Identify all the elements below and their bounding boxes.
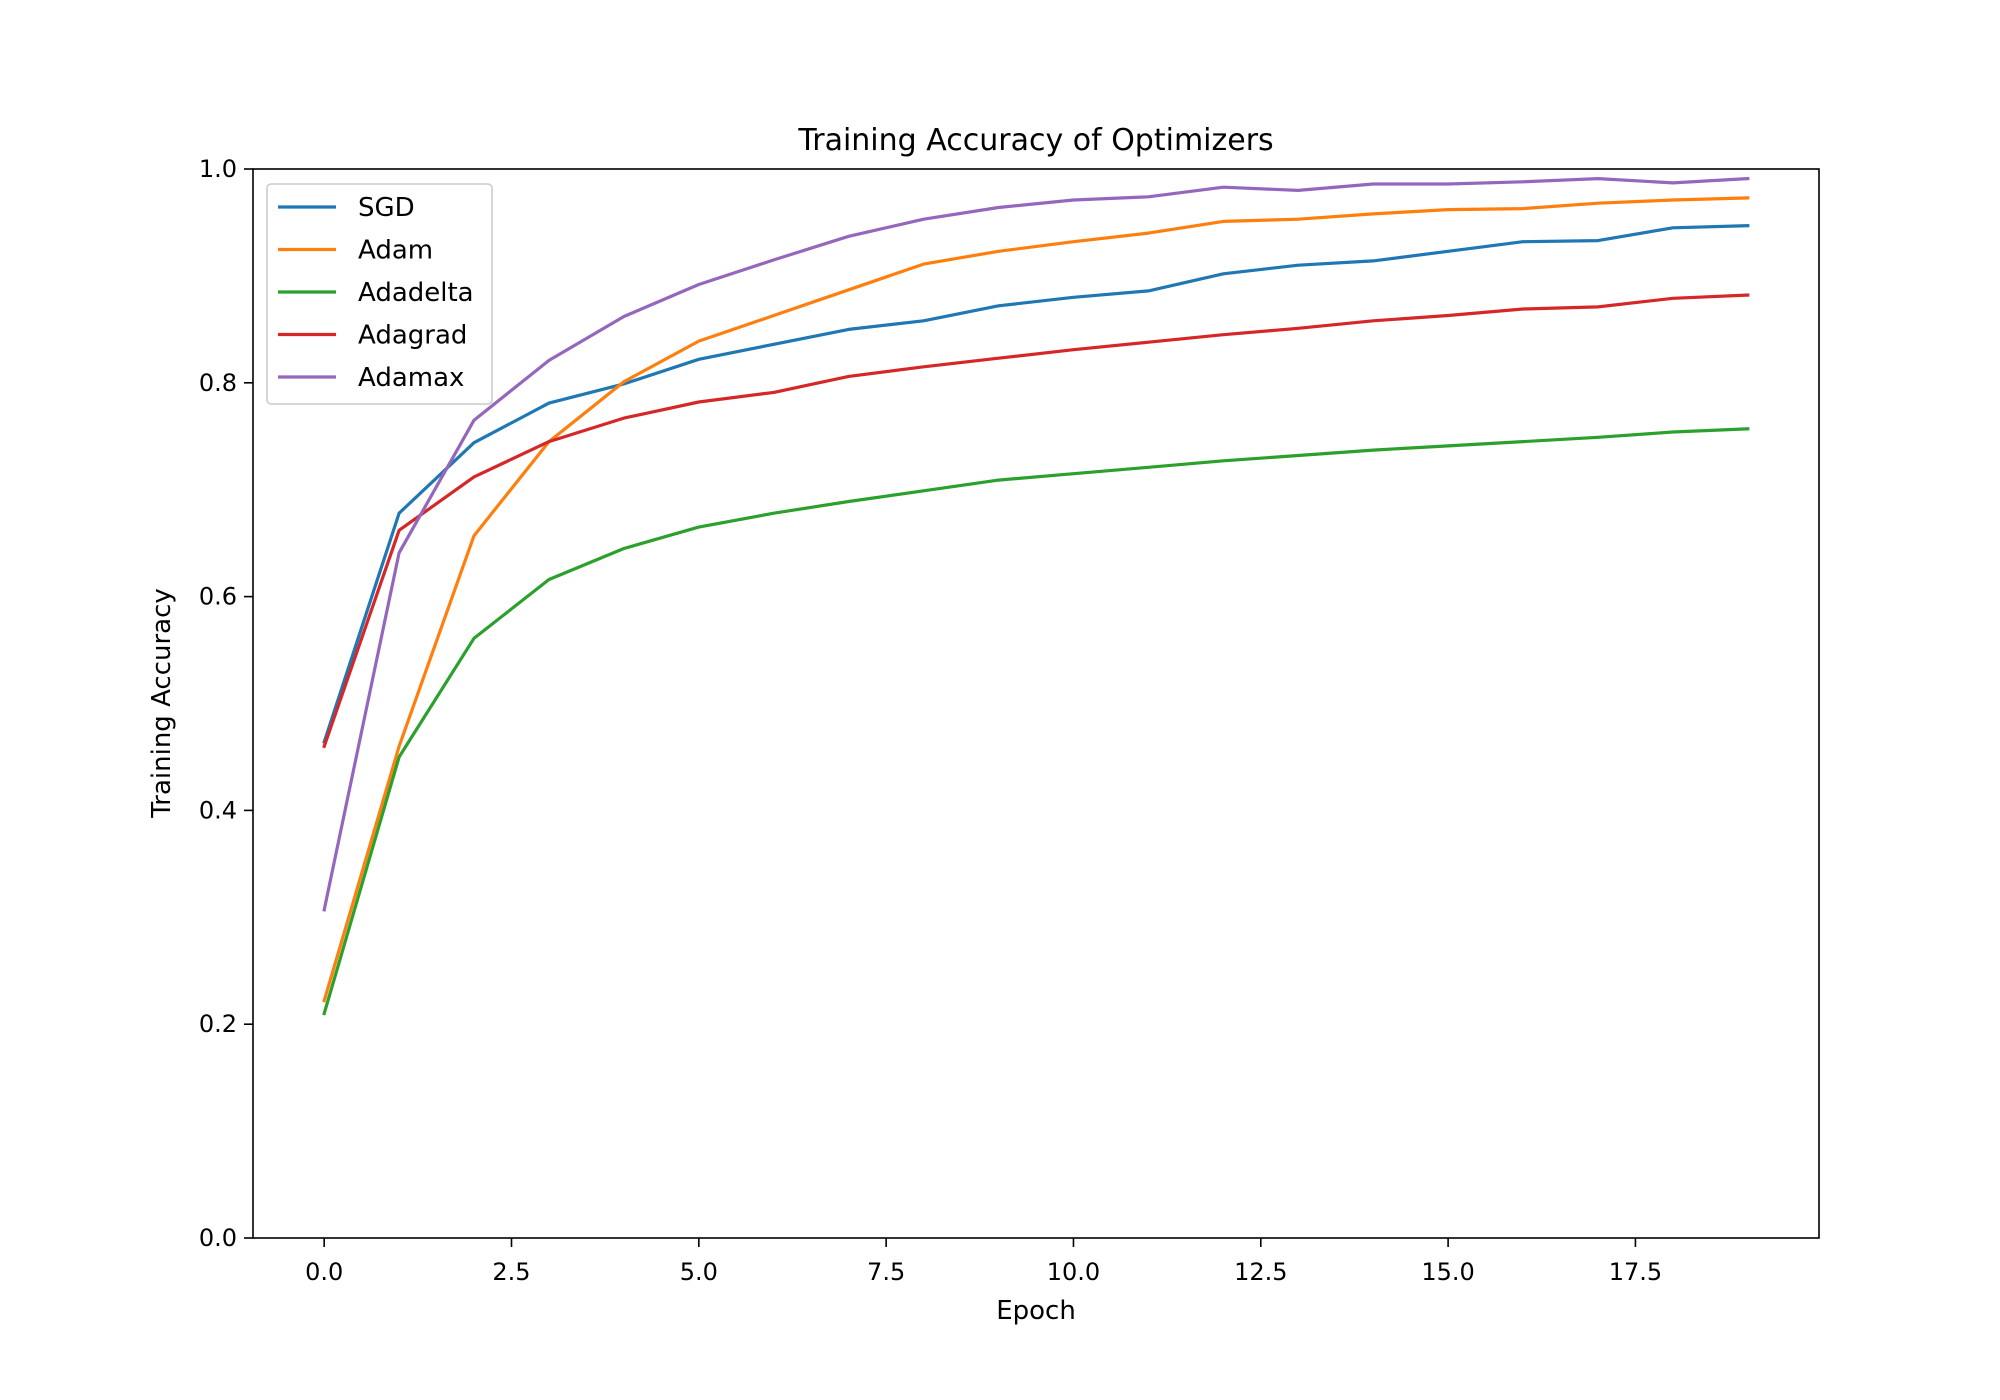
y-axis-label: Training Accuracy — [147, 588, 177, 819]
axis-ticks: 0.0 2.5 5.0 7.5 10.0 12.5 15.0 17.5 0.0 0.2 0.4 0.6… — [199, 155, 1662, 1286]
x-tick-label: 7.5 — [867, 1258, 905, 1286]
series-line-sgd — [322, 224, 1750, 745]
x-tick-label: 2.5 — [492, 1258, 530, 1286]
x-axis-label: Epoch — [996, 1296, 1076, 1326]
plot-frame — [252, 168, 1820, 1239]
series-line-adam — [322, 196, 1750, 1003]
y-tick-label: 0.4 — [199, 796, 237, 824]
y-tick-label: 0.2 — [199, 1010, 237, 1038]
legend-label-adagrad: Adagrad — [358, 321, 467, 351]
chart-title: Training Accuracy of Optimizers — [797, 123, 1273, 158]
legend-label-adadelta: Adadelta — [358, 278, 474, 308]
x-tick-label: 15.0 — [1421, 1258, 1474, 1286]
x-tick-label: 17.5 — [1609, 1258, 1662, 1286]
legend-label-adam: Adam — [358, 236, 433, 266]
x-tick-label: 0.0 — [305, 1258, 343, 1286]
y-tick-label: 0.6 — [199, 583, 237, 611]
y-tick-label: 0.0 — [199, 1224, 237, 1252]
y-tick-label: 1.0 — [199, 155, 237, 183]
legend-label-sgd: SGD — [358, 193, 415, 223]
y-tick-label: 0.8 — [199, 369, 237, 397]
legend: SGD Adam Adadelta Adagrad Adamax — [266, 183, 493, 405]
x-tick-label: 10.0 — [1047, 1258, 1100, 1286]
series-line-adagrad — [322, 293, 1750, 749]
x-tick-label: 5.0 — [680, 1258, 718, 1286]
x-tick-label: 12.5 — [1234, 1258, 1287, 1286]
series-line-adadelta — [322, 427, 1750, 1016]
legend-label-adamax: Adamax — [358, 363, 464, 393]
legend-frame — [266, 183, 493, 405]
series-lines — [322, 176, 1750, 1016]
series-line-adamax — [322, 176, 1750, 912]
